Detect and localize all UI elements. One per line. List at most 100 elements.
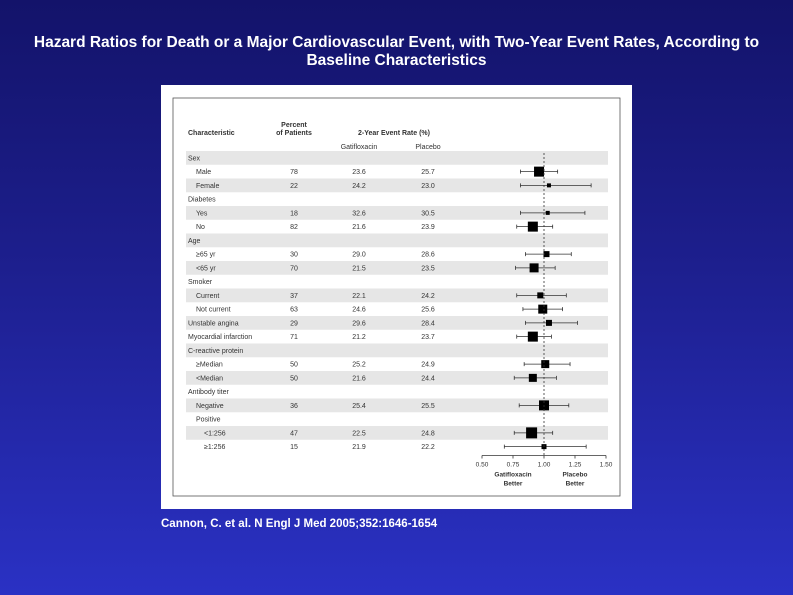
row-percent: 30 — [290, 252, 298, 259]
x-right-label: Better — [566, 481, 585, 488]
row-label: ≥65 yr — [196, 252, 216, 259]
row-label: Negative — [196, 403, 224, 410]
row-placebo-rate: 24.2 — [421, 293, 435, 300]
row-gatifloxacin-rate: 21.9 — [352, 444, 366, 451]
row-gatifloxacin-rate: 29.0 — [352, 252, 366, 259]
hazard-ratio-marker — [534, 166, 545, 177]
row-shade — [186, 426, 608, 440]
figure-frame — [172, 97, 621, 497]
row-shade — [186, 206, 608, 220]
header-placebo: Placebo — [415, 144, 440, 151]
row-label: C-reactive protein — [188, 348, 243, 355]
row-placebo-rate: 25.7 — [421, 169, 435, 176]
row-placebo-rate: 23.0 — [421, 183, 435, 190]
x-tick-label: 0.50 — [476, 462, 489, 469]
hazard-ratio-marker — [529, 263, 539, 273]
hazard-ratio-marker — [526, 427, 538, 439]
row-placebo-rate: 23.7 — [421, 334, 435, 341]
row-shade — [186, 151, 608, 165]
row-gatifloxacin-rate: 23.6 — [352, 169, 366, 176]
row-label: Not current — [196, 307, 231, 314]
hazard-ratio-marker — [545, 210, 550, 215]
header-characteristic: Characteristic — [188, 130, 235, 137]
row-label: Antibody titer — [188, 389, 230, 396]
row-placebo-rate: 23.5 — [421, 265, 435, 272]
row-gatifloxacin-rate: 22.1 — [352, 293, 366, 300]
row-percent: 15 — [290, 444, 298, 451]
hazard-ratio-marker — [537, 292, 544, 299]
row-shade — [186, 233, 608, 248]
row-percent: 82 — [290, 224, 298, 231]
row-label: Smoker — [188, 279, 213, 286]
row-gatifloxacin-rate: 25.2 — [352, 362, 366, 369]
hazard-ratio-marker — [538, 304, 548, 314]
row-gatifloxacin-rate: 21.2 — [352, 334, 366, 341]
row-percent: 47 — [290, 430, 298, 437]
row-label: ≥Median — [196, 362, 223, 369]
row-percent: 50 — [290, 375, 298, 382]
row-percent: 29 — [290, 320, 298, 327]
x-left-label: Gatifloxacin — [494, 472, 531, 479]
header-gatifloxacin: Gatifloxacin — [341, 144, 378, 151]
row-shade — [186, 288, 608, 303]
row-placebo-rate: 25.5 — [421, 403, 435, 410]
row-percent: 36 — [290, 403, 298, 410]
x-tick-label: 0.75 — [507, 462, 520, 469]
header-event-rate: 2-Year Event Rate (%) — [358, 130, 430, 137]
hazard-ratio-marker — [545, 319, 552, 326]
x-tick-label: 1.25 — [569, 462, 582, 469]
row-placebo-rate: 25.6 — [421, 307, 435, 314]
hazard-ratio-marker — [527, 221, 538, 232]
row-label: Myocardial infarction — [188, 334, 252, 341]
row-gatifloxacin-rate: 29.6 — [352, 320, 366, 327]
row-gatifloxacin-rate: 21.6 — [352, 224, 366, 231]
row-shade — [186, 398, 608, 413]
row-placebo-rate: 30.5 — [421, 210, 435, 217]
row-gatifloxacin-rate: 24.6 — [352, 307, 366, 314]
row-gatifloxacin-rate: 25.4 — [352, 403, 366, 410]
row-placebo-rate: 24.9 — [421, 362, 435, 369]
row-label: Male — [196, 169, 211, 176]
row-percent: 50 — [290, 362, 298, 369]
row-label: No — [196, 224, 205, 231]
row-label: <1:256 — [204, 430, 226, 437]
forest-plot: Characteristic Percent of Patients 2-Yea… — [172, 97, 621, 497]
hazard-ratio-marker — [527, 331, 538, 342]
row-placebo-rate: 22.2 — [421, 444, 435, 451]
row-gatifloxacin-rate: 22.5 — [352, 430, 366, 437]
row-gatifloxacin-rate: 21.5 — [352, 265, 366, 272]
row-percent: 18 — [290, 210, 298, 217]
row-placebo-rate: 23.9 — [421, 224, 435, 231]
row-percent: 63 — [290, 307, 298, 314]
row-percent: 78 — [290, 169, 298, 176]
row-placebo-rate: 28.6 — [421, 252, 435, 259]
row-label: Female — [196, 183, 219, 190]
header-percent-line1: Percent — [281, 122, 307, 129]
row-placebo-rate: 24.8 — [421, 430, 435, 437]
x-tick-label: 1.00 — [538, 462, 551, 469]
forest-plot-figure: Characteristic Percent of Patients 2-Yea… — [161, 85, 632, 509]
row-percent: 37 — [290, 293, 298, 300]
row-shade — [186, 261, 608, 275]
row-placebo-rate: 28.4 — [421, 320, 435, 327]
row-label: Diabetes — [188, 197, 216, 204]
citation: Cannon, C. et al. N Engl J Med 2005;352:… — [161, 518, 438, 530]
row-percent: 22 — [290, 183, 298, 190]
row-gatifloxacin-rate: 21.6 — [352, 375, 366, 382]
row-label: <65 yr — [196, 265, 216, 272]
row-percent: 71 — [290, 334, 298, 341]
row-label: Yes — [196, 210, 208, 217]
row-shade — [186, 316, 608, 330]
header-percent-line2: of Patients — [276, 130, 312, 137]
row-label: Unstable angina — [188, 320, 239, 327]
x-right-label: Placebo — [563, 472, 588, 479]
row-shade — [186, 343, 608, 358]
row-shade — [186, 178, 608, 193]
row-gatifloxacin-rate: 24.2 — [352, 183, 366, 190]
row-label: <Median — [196, 375, 223, 382]
row-label: ≥1:256 — [204, 444, 225, 451]
row-label: Age — [188, 238, 201, 245]
hazard-ratio-marker — [541, 360, 550, 369]
row-label: Positive — [196, 417, 221, 424]
row-percent: 70 — [290, 265, 298, 272]
